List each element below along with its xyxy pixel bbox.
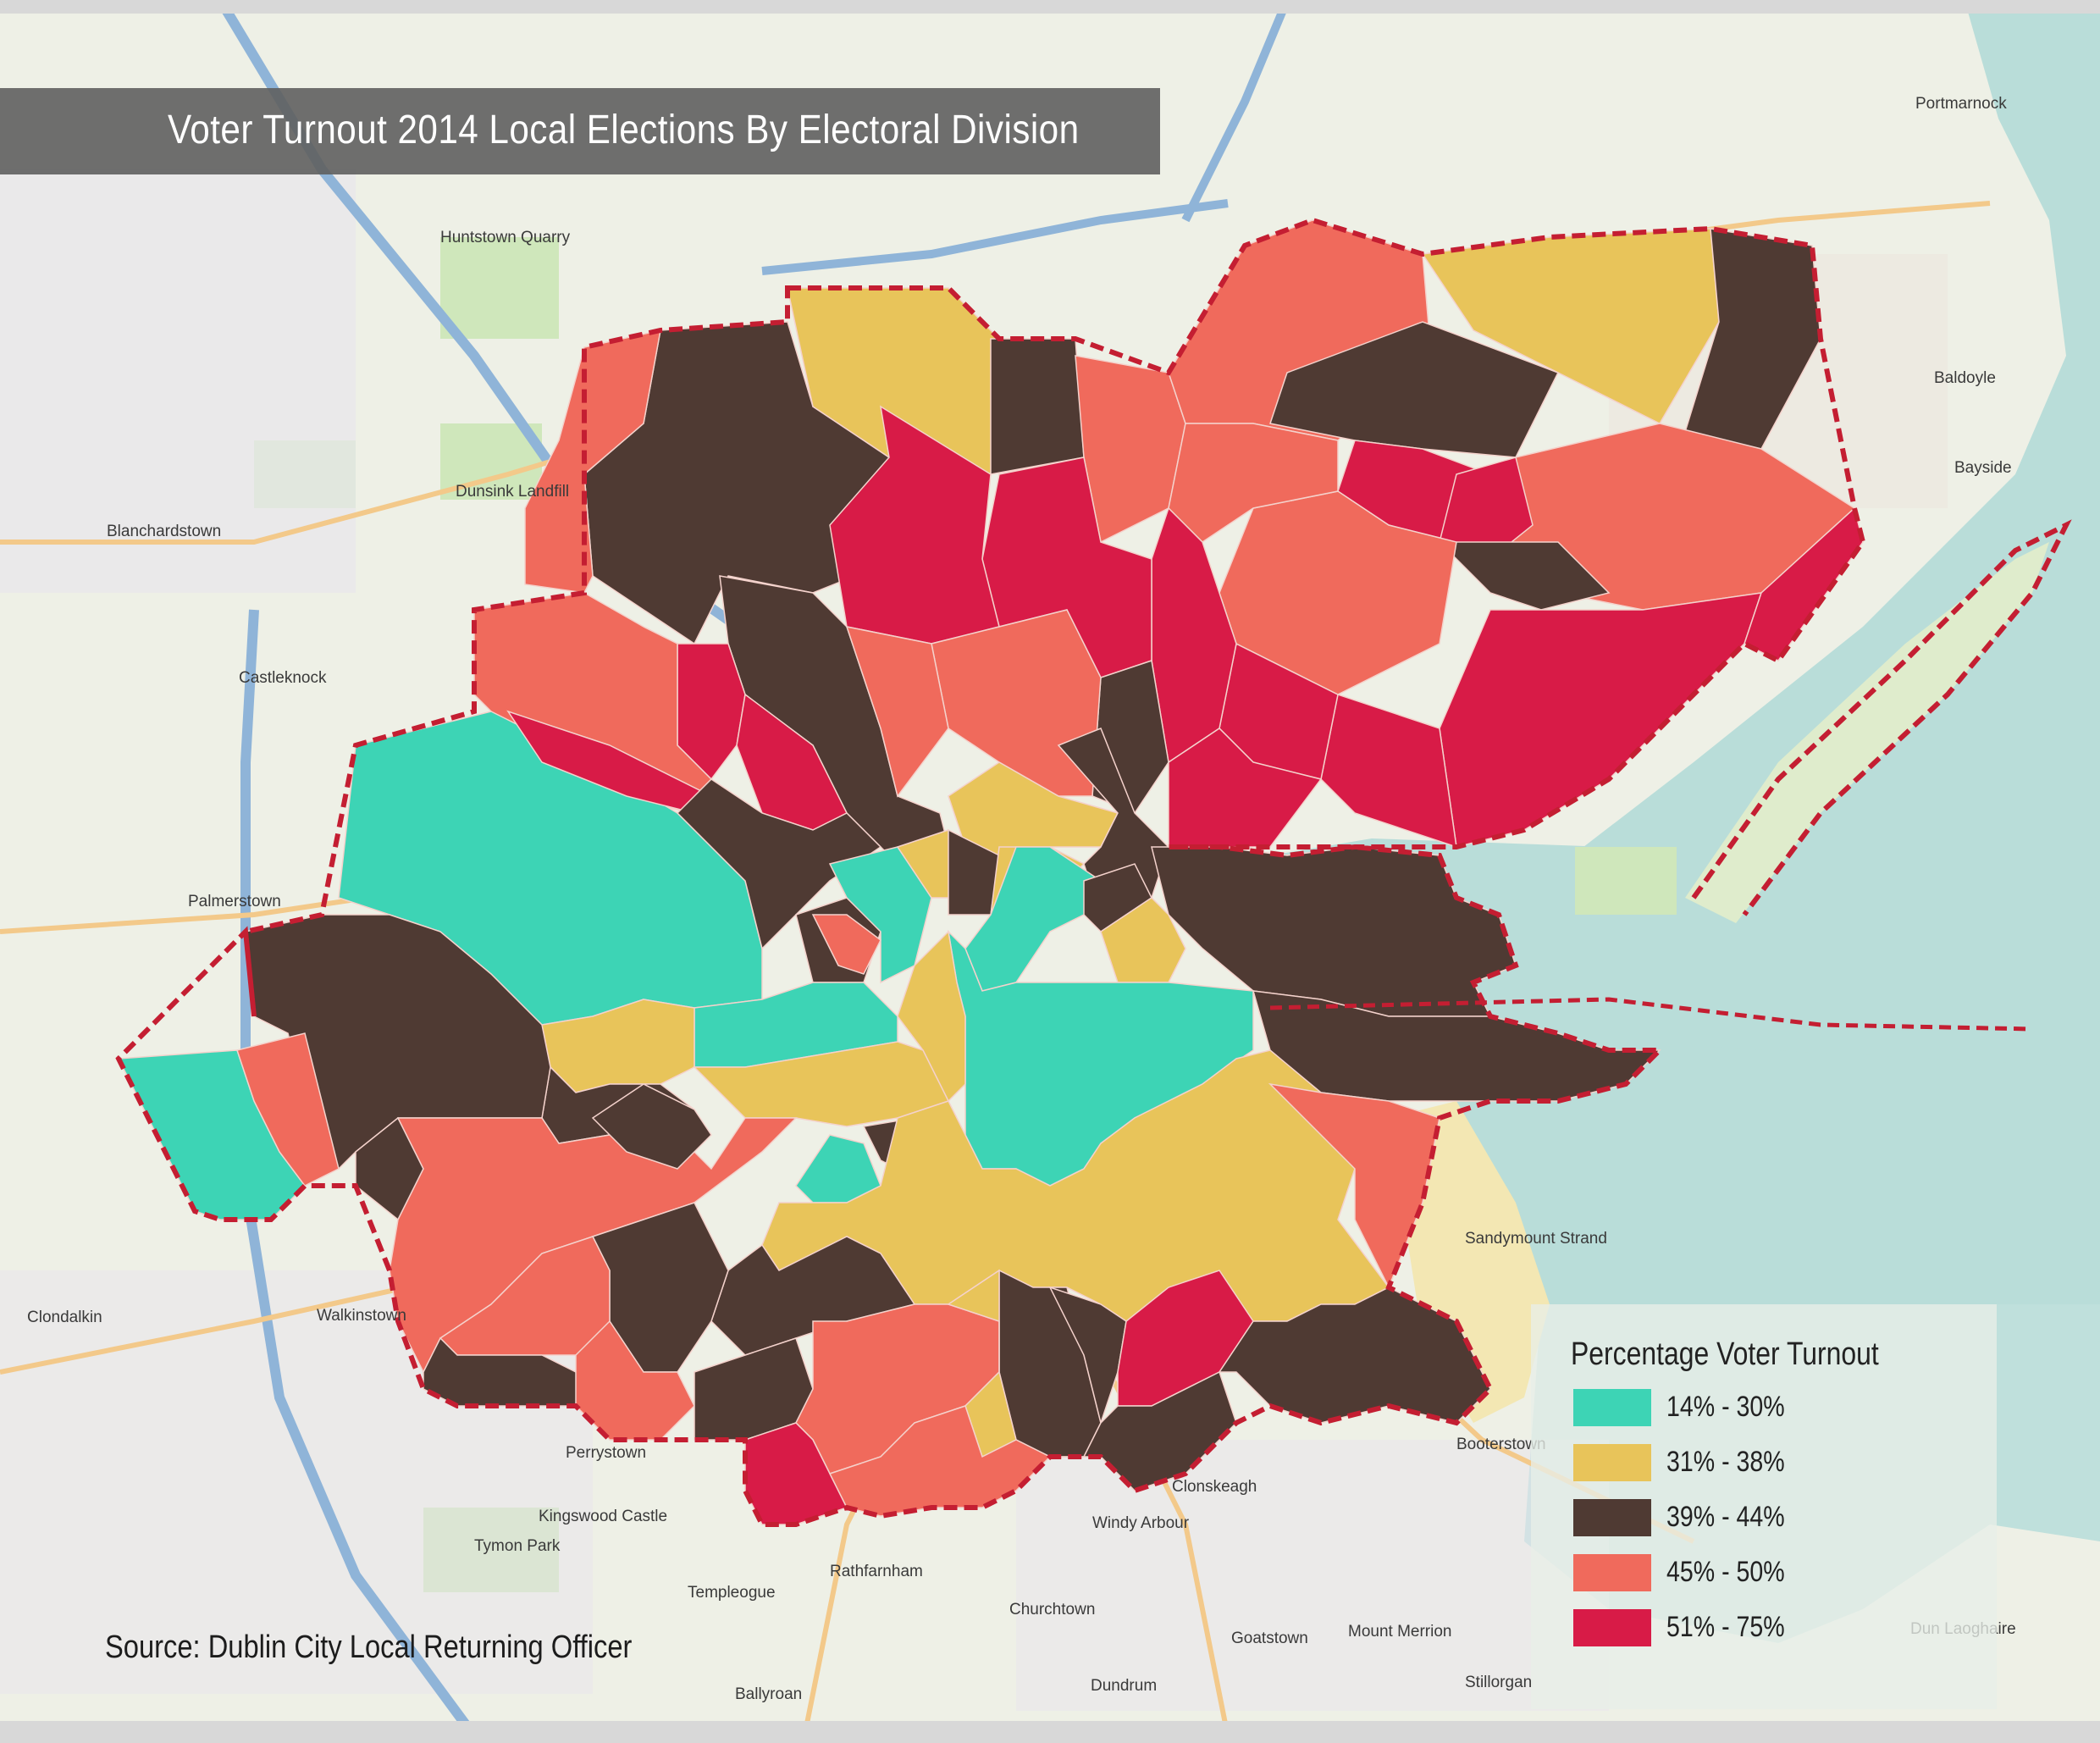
place-label: Clonskeagh — [1172, 1478, 1257, 1496]
place-label: Huntstown Quarry — [440, 229, 571, 246]
title-banner — [0, 88, 1160, 174]
ed-division — [1269, 321, 1560, 458]
legend-label: 14% - 30% — [1666, 1391, 1785, 1423]
place-label: Mount Merrion — [1348, 1623, 1452, 1641]
legend-label: 39% - 44% — [1666, 1501, 1785, 1533]
place-label: Palmerstown — [188, 893, 281, 910]
ed-division — [1218, 1286, 1491, 1424]
top-border — [0, 0, 2100, 14]
ed-division — [524, 329, 661, 594]
legend-swatch — [1573, 1554, 1651, 1591]
bay-channel — [1270, 838, 2100, 1067]
ed-division — [811, 914, 881, 975]
place-label: Booterstown — [1456, 1436, 1546, 1453]
map-title: Voter Turnout 2014 Local Elections By El… — [168, 108, 1080, 152]
place-label: Tymon Park — [474, 1537, 561, 1555]
park-area — [440, 237, 559, 339]
bull-island — [1685, 542, 2049, 923]
ed-division — [236, 1032, 340, 1187]
place-label: Baldoyle — [1934, 369, 1996, 387]
legend-title: Percentage Voter Turnout — [1571, 1336, 1879, 1372]
place-label: Walkinstown — [317, 1307, 406, 1325]
place-label: Goatstown — [1231, 1630, 1308, 1647]
place-label: Windy Arbour — [1092, 1514, 1190, 1532]
motorway-m1 — [1181, 0, 1291, 223]
legend-label: 31% - 38% — [1666, 1446, 1785, 1478]
place-label: Castleknock — [239, 669, 327, 687]
ed-division — [948, 828, 1000, 916]
bottom-border — [0, 1721, 2100, 1743]
place-label: Sandymount Strand — [1465, 1230, 1607, 1248]
place-label: Churchtown — [1009, 1601, 1096, 1618]
place-label: Dundrum — [1091, 1677, 1158, 1695]
legend-swatch — [1573, 1389, 1651, 1426]
place-label: Kingswood Castle — [539, 1508, 668, 1525]
place-label: Dunsink Landfill — [456, 483, 570, 501]
city-boundary — [115, 217, 1866, 1527]
legend-swatch — [1573, 1444, 1651, 1481]
bull-island-boundary — [1691, 519, 2072, 916]
ed-division — [591, 1083, 712, 1170]
ed-division — [897, 930, 966, 1103]
place-label: Rathfarnham — [830, 1563, 923, 1580]
place-label: Perrystown — [566, 1444, 647, 1462]
place-label: Blanchardstown — [107, 523, 222, 540]
place-label: Templeogue — [688, 1584, 776, 1602]
ed-division — [1438, 541, 1611, 611]
place-label: Ballyroan — [735, 1685, 803, 1703]
electoral-divisions — [117, 219, 1864, 1525]
place-label: Portmarnock — [1915, 95, 2007, 113]
ed-division — [676, 778, 882, 950]
source-caption: Source: Dublin City Local Returning Offi… — [105, 1630, 633, 1665]
residential-area — [1016, 1440, 1609, 1711]
place-label: Bayside — [1954, 459, 2012, 477]
motorway-m50 — [761, 199, 1229, 275]
residential-area — [0, 169, 356, 593]
legend-swatch — [1573, 1499, 1651, 1536]
ed-division — [931, 609, 1102, 797]
place-label: Stillorgan — [1465, 1674, 1533, 1691]
ed-division — [990, 338, 1085, 475]
place-label: Clondalkin — [27, 1309, 102, 1326]
port-wall — [1269, 997, 2033, 1032]
trunk-road — [0, 1285, 407, 1375]
legend-swatch — [1573, 1609, 1651, 1646]
legend-label: 51% - 75% — [1666, 1611, 1785, 1643]
ed-division — [845, 626, 949, 798]
park-area — [1575, 847, 1677, 915]
legend-label: 45% - 50% — [1666, 1556, 1785, 1588]
